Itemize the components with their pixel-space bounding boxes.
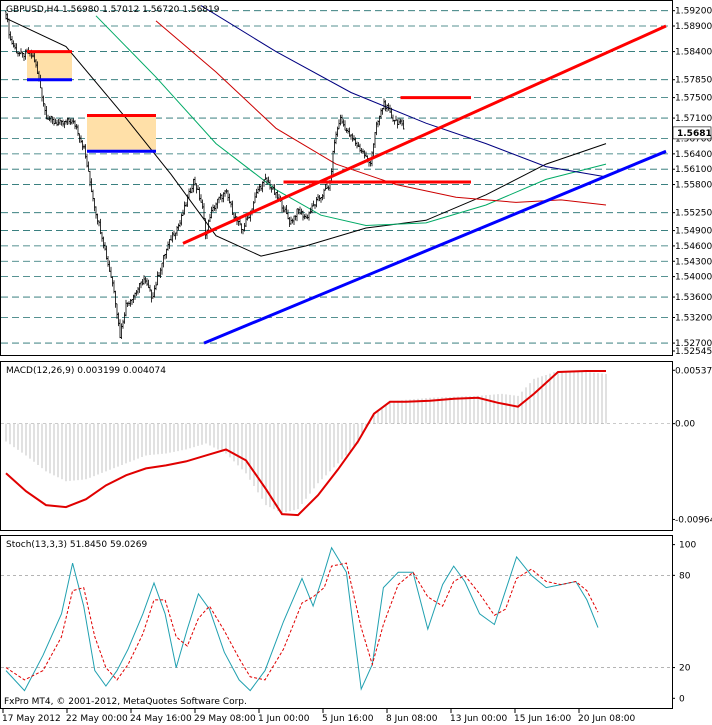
macd-signal-line (5, 370, 606, 517)
watermark-text: FxPro MT4, © 2001-2012, MetaQuotes Softw… (4, 697, 247, 707)
time-tick-label: 5 Jun 16:00 (322, 714, 374, 724)
time-tick-label: 29 May 08:00 (194, 714, 256, 724)
macd-tick-label: 0.00537 (675, 366, 712, 376)
time-tick-label: 20 Jun 08:00 (578, 714, 635, 724)
price-tick-label: 1.54000 (675, 273, 712, 283)
price-tick-label: 1.52700 (675, 339, 712, 349)
trend-line (182, 24, 667, 245)
stochastic-indicator: 100 80 20 0 (1, 541, 696, 704)
price-tick-label: 1.52545 (675, 347, 712, 357)
price-tick-label: 1.54600 (675, 242, 712, 252)
time-tick-label: 22 May 00:00 (66, 714, 128, 724)
time-tick-label: 24 May 16:00 (130, 714, 192, 724)
stoch-tick-label: 20 (679, 664, 691, 674)
macd-indicator: 0.00537 0.00 -0.00964 (1, 366, 712, 525)
macd-tick-label: -0.00964 (675, 515, 712, 525)
moving-average-lines (5, 5, 607, 257)
time-tick-label: 8 Jun 08:00 (386, 714, 438, 724)
moving-average-line (200, 5, 607, 178)
price-tick-label: 1.58900 (675, 22, 712, 32)
time-tick-label: 1 Jun 00:00 (258, 714, 310, 724)
price-tick-label: 1.56700 (675, 135, 712, 145)
stoch-main-line (5, 546, 599, 692)
stoch-label: Stoch(13,3,3) 51.8450 59.0269 (6, 540, 147, 550)
trend-annotations (27, 24, 667, 345)
stoch-tick-label: 0 (679, 694, 685, 704)
range-boxes (27, 51, 156, 152)
price-grid-lines (1, 10, 672, 344)
moving-average-line (5, 17, 607, 257)
ohlc-bars (5, 11, 405, 339)
price-tick-label: 1.54900 (675, 227, 712, 237)
price-tick-label: 1.57850 (675, 76, 712, 86)
price-tick-label: 1.55800 (675, 181, 712, 191)
macd-tick-label: 0.00 (675, 420, 695, 430)
moving-average-line (95, 15, 607, 227)
price-tick-label: 1.56100 (675, 165, 712, 175)
price-tick-label: 1.59200 (675, 7, 712, 17)
macd-panel-frame (0, 361, 673, 531)
price-tick-label: 1.57500 (675, 94, 712, 104)
price-tick-label: 1.58400 (675, 48, 712, 58)
price-panel-frame (0, 0, 673, 356)
price-tick-label: 1.53600 (675, 293, 712, 303)
price-tick-label: 1.57100 (675, 114, 712, 124)
stoch-panel-frame (0, 535, 673, 709)
time-tick-label: 17 May 2012 (2, 714, 61, 724)
price-tick-label: 1.53200 (675, 314, 712, 324)
time-tick-label: 13 Jun 00:00 (450, 714, 507, 724)
symbol-header: GBPUSD,H4 1.56980 1.57012 1.56720 1.5681… (6, 5, 220, 15)
stoch-tick-label: 80 (679, 571, 691, 581)
macd-label: MACD(12,26,9) 0.003199 0.004074 (6, 366, 166, 376)
price-tick-label: 1.55250 (675, 209, 712, 219)
time-axis: 17 May 2012 22 May 00:00 24 May 16:00 29 Ma… (2, 709, 635, 724)
price-tick-label: 1.54300 (675, 257, 712, 267)
time-tick-label: 15 Jun 16:00 (514, 714, 571, 724)
trend-line (203, 149, 667, 345)
stoch-signal-line (5, 562, 599, 681)
range-box (87, 115, 156, 152)
price-tick-label: 1.56400 (675, 150, 712, 160)
current-price-box (672, 126, 712, 140)
current-price-label: 1.5681 (677, 129, 712, 139)
stoch-tick-label: 100 (679, 541, 696, 551)
price-axis-ticks: 1.59200 1.58900 1.58400 1.57850 1.57500 1.571… (672, 7, 712, 357)
